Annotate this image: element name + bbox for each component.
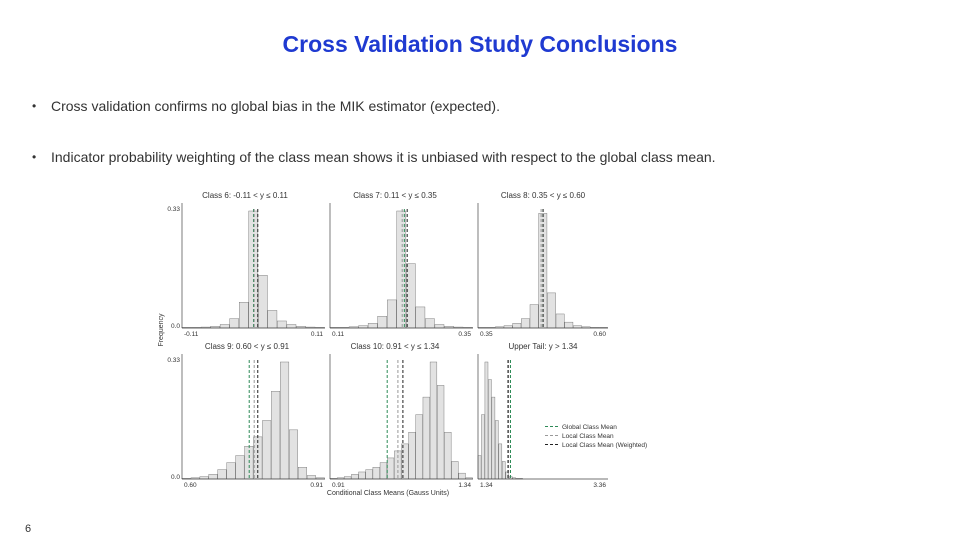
histogram-bar (491, 396, 496, 480)
histogram-bar (377, 316, 387, 329)
x-tick-label: 0.11 (332, 331, 345, 338)
histogram-bar (422, 396, 430, 480)
histogram-bar (365, 469, 373, 480)
x-tick-label: 0.91 (310, 482, 323, 489)
histogram-bar (229, 318, 240, 329)
histogram-bar (267, 310, 278, 329)
histogram-bar (437, 385, 445, 480)
x-tick-label: 0.91 (332, 482, 345, 489)
histogram-bar (444, 432, 452, 480)
x-tick-label: -0.11 (184, 331, 199, 338)
panel-title: Class 7: 0.11 < y ≤ 0.35 (353, 191, 437, 200)
x-tick-label: 1.34 (458, 482, 471, 489)
histogram-bar (358, 471, 366, 480)
x-tick-label: 0.35 (458, 331, 471, 338)
histogram-bar (488, 379, 492, 480)
histogram-bar (372, 467, 380, 480)
histogram-bar (219, 324, 230, 329)
bullet-dot: • (32, 150, 37, 164)
histogram-bar (297, 467, 307, 480)
histogram-bar (529, 304, 539, 329)
histogram-bar (434, 324, 445, 329)
histogram-bar (238, 302, 249, 329)
histogram-bar (477, 455, 482, 480)
x-tick-label: 1.34 (480, 482, 493, 489)
histogram-bar (379, 462, 387, 480)
panel-title: Class 8: 0.35 < y ≤ 0.60 (501, 191, 586, 200)
histogram-bar (367, 323, 378, 329)
legend-label: Global Class Mean (562, 424, 617, 431)
x-tick-label: 0.35 (480, 331, 493, 338)
histogram-bar (555, 313, 565, 329)
x-tick-label: 0.11 (311, 331, 324, 338)
histogram-bar (286, 324, 297, 329)
legend-label: Local Class Mean (Weighted) (562, 442, 647, 449)
histogram-bar (415, 306, 426, 329)
histogram-bar (429, 361, 438, 480)
x-tick-label: 3.36 (593, 482, 606, 489)
histogram-bar (217, 469, 227, 480)
histogram-bar (344, 476, 352, 480)
bullet-list: • Cross validation confirms no global bi… (32, 98, 932, 200)
histogram-bar (280, 361, 290, 480)
legend-label: Local Class Mean (562, 433, 614, 440)
x-tick-label: 0.60 (593, 331, 606, 338)
y-tick-label: 0.33 (167, 206, 180, 213)
histogram-bar (564, 321, 574, 329)
histogram-bar (306, 475, 316, 480)
histogram-bar (235, 455, 245, 480)
histogram-bar (226, 462, 236, 480)
slide-title: Cross Validation Study Conclusions (282, 31, 678, 57)
x-axis-label: Conditional Class Means (Gauss Units) (327, 490, 449, 497)
bullet-text: Cross validation confirms no global bias… (51, 98, 500, 114)
histogram-bar (387, 457, 395, 480)
histogram-bar (425, 318, 435, 329)
y-tick-label: 0.0 (171, 323, 180, 330)
histogram-bar (502, 461, 506, 480)
histogram-bar (573, 325, 582, 329)
histogram-bar (289, 429, 298, 480)
bullet-item: • Cross validation confirms no global bi… (32, 98, 932, 115)
histogram-bar (512, 323, 522, 329)
page-number: 6 (25, 523, 32, 535)
histogram-bar (503, 325, 513, 329)
histogram-bar (495, 420, 499, 480)
histogram-bar (451, 461, 459, 480)
panel-title: Class 10: 0.91 < y ≤ 1.34 (351, 342, 440, 351)
panel-title: Upper Tail: y > 1.34 (508, 342, 578, 351)
histogram-bar (277, 320, 287, 329)
y-tick-label: 0.33 (167, 357, 180, 364)
histogram-bar (262, 420, 272, 480)
histogram-bar (415, 414, 423, 480)
histogram-bar (208, 474, 218, 480)
histogram-bar (351, 474, 359, 480)
histogram-bar (547, 292, 556, 329)
bullet-dot: • (32, 99, 37, 113)
bullet-item: • Indicator probability weighting of the… (32, 149, 932, 166)
x-tick-label: 0.60 (184, 482, 197, 489)
histogram-bar (498, 443, 503, 480)
panel-title: Class 9: 0.60 < y ≤ 0.91 (205, 342, 290, 351)
histogram-bar (358, 325, 368, 329)
panel-title: Class 6: -0.11 < y ≤ 0.11 (202, 191, 288, 200)
y-axis-label: Frequency (158, 313, 165, 347)
histogram-bar (484, 361, 489, 480)
histogram-bar (387, 299, 397, 329)
histogram-bar (271, 391, 281, 480)
histogram-bar (258, 275, 268, 329)
bullet-text: Indicator probability weighting of the c… (51, 149, 716, 165)
histogram-bar (408, 432, 416, 480)
histogram-bar (458, 472, 466, 480)
histogram-bar (521, 318, 530, 329)
y-tick-label: 0.0 (171, 474, 180, 481)
histogram-bar (481, 414, 485, 480)
histogram-bar (199, 476, 209, 480)
